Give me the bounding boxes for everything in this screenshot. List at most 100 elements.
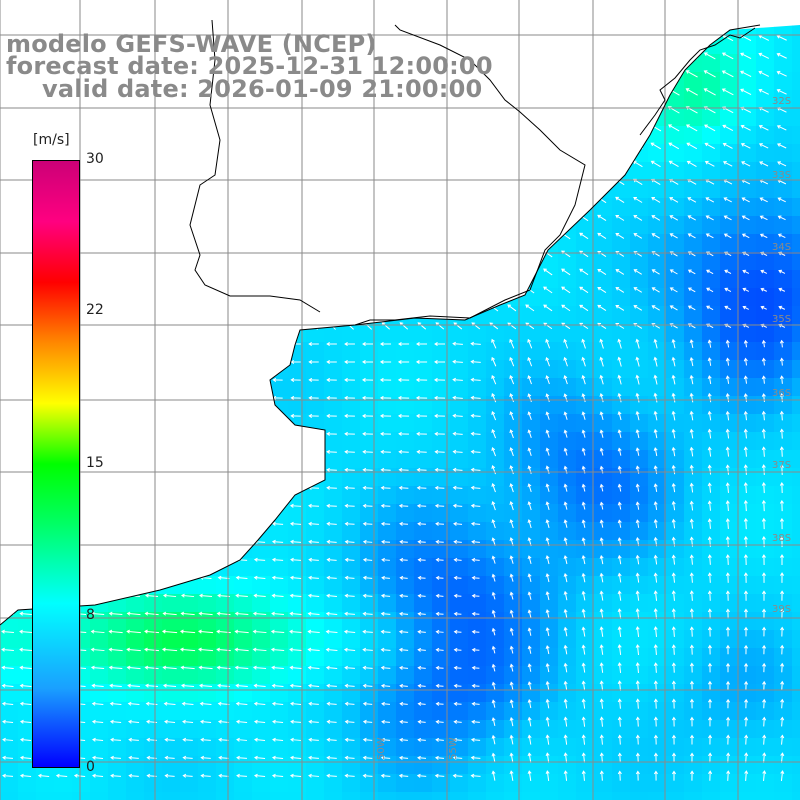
wind-arrow bbox=[671, 464, 676, 475]
wind-cell bbox=[630, 378, 649, 397]
wind-cell bbox=[18, 756, 37, 775]
wind-cell bbox=[558, 684, 577, 703]
wind-cell bbox=[432, 378, 451, 397]
wind-arrow bbox=[743, 393, 748, 403]
wind-arrow bbox=[435, 665, 444, 670]
wind-arrow bbox=[650, 160, 661, 168]
wind-arrow bbox=[668, 124, 680, 132]
wind-arrow bbox=[653, 626, 658, 638]
wind-cell bbox=[180, 648, 199, 667]
wind-cell bbox=[702, 594, 721, 613]
wind-cell bbox=[774, 432, 793, 451]
wind-arrow bbox=[509, 356, 515, 367]
wind-arrow bbox=[653, 572, 658, 583]
wind-arrow bbox=[491, 555, 496, 564]
wind-arrow bbox=[491, 338, 497, 349]
wind-arrow bbox=[452, 359, 463, 364]
wind-cell bbox=[288, 774, 307, 793]
wind-arrow bbox=[689, 374, 694, 385]
wind-cell bbox=[342, 540, 361, 559]
wind-arrow bbox=[685, 70, 698, 78]
wind-arrow bbox=[742, 287, 750, 292]
wind-arrow bbox=[689, 428, 694, 439]
wind-cell bbox=[738, 234, 757, 253]
wind-arrow bbox=[599, 590, 604, 601]
wind-arrow bbox=[743, 626, 749, 637]
wind-cell bbox=[792, 684, 800, 703]
wind-cell bbox=[450, 666, 469, 685]
wind-cell bbox=[684, 594, 703, 613]
wind-cell bbox=[396, 504, 415, 523]
wind-arrow bbox=[635, 590, 640, 601]
wind-arrow bbox=[491, 717, 496, 727]
wind-arrow bbox=[651, 269, 660, 275]
wind-cell bbox=[702, 648, 721, 667]
wind-cell bbox=[756, 90, 775, 109]
wind-cell bbox=[666, 180, 685, 199]
wind-cell bbox=[180, 756, 199, 775]
wind-arrow bbox=[726, 770, 731, 781]
wind-cell bbox=[108, 720, 127, 739]
wind-arrow bbox=[779, 517, 784, 530]
wind-cell bbox=[504, 486, 523, 505]
wind-arrow bbox=[92, 755, 104, 760]
wind-arrow bbox=[779, 339, 784, 348]
wind-arrow bbox=[326, 773, 337, 778]
wind-cell bbox=[432, 396, 451, 415]
wind-cell bbox=[738, 288, 757, 307]
wind-cell bbox=[648, 522, 667, 541]
wind-arrow bbox=[545, 501, 550, 510]
wind-cell bbox=[792, 36, 800, 55]
wind-arrow bbox=[325, 647, 338, 652]
wind-cell bbox=[630, 504, 649, 523]
wind-arrow bbox=[380, 773, 391, 778]
wind-arrow bbox=[453, 629, 462, 634]
wind-cell bbox=[792, 126, 800, 145]
wind-arrow bbox=[653, 392, 658, 403]
wind-cell bbox=[126, 612, 145, 631]
wind-arrow bbox=[253, 575, 266, 580]
wind-arrow bbox=[434, 773, 445, 778]
wind-cell bbox=[756, 342, 775, 361]
wind-cell bbox=[720, 270, 739, 289]
wind-arrow bbox=[253, 683, 266, 688]
wind-cell bbox=[270, 792, 289, 800]
wind-arrow bbox=[182, 737, 193, 742]
wind-arrow bbox=[417, 737, 426, 742]
wind-cell bbox=[612, 378, 631, 397]
wind-arrow bbox=[234, 629, 249, 634]
wind-cell bbox=[702, 162, 721, 181]
wind-cell bbox=[216, 720, 235, 739]
wind-arrow bbox=[163, 701, 176, 706]
wind-cell bbox=[126, 756, 145, 775]
wind-cell bbox=[450, 576, 469, 595]
wind-cell bbox=[486, 360, 505, 379]
wind-cell bbox=[756, 684, 775, 703]
wind-cell bbox=[756, 612, 775, 631]
wind-cell bbox=[684, 468, 703, 487]
wind-arrow bbox=[744, 662, 749, 673]
wind-cell bbox=[702, 324, 721, 343]
wind-arrow bbox=[581, 572, 586, 583]
wind-arrow bbox=[307, 629, 320, 634]
wind-arrow bbox=[545, 555, 550, 565]
wind-arrow bbox=[653, 752, 658, 763]
wind-arrow bbox=[471, 539, 480, 544]
wind-arrow bbox=[527, 356, 533, 367]
wind-arrow bbox=[417, 683, 426, 688]
wind-cell bbox=[666, 702, 685, 721]
wind-cell bbox=[180, 774, 199, 793]
wind-arrow bbox=[689, 572, 694, 583]
wind-cell bbox=[774, 54, 793, 73]
wind-arrow bbox=[563, 356, 568, 367]
wind-cell bbox=[738, 504, 757, 523]
wind-arrow bbox=[617, 501, 622, 510]
wind-arrow bbox=[435, 701, 444, 706]
wind-arrow bbox=[362, 701, 373, 706]
wind-arrow bbox=[182, 755, 193, 760]
wind-cell bbox=[792, 144, 800, 163]
wind-cell bbox=[630, 684, 649, 703]
wind-cell bbox=[306, 360, 325, 379]
wind-arrow bbox=[708, 752, 713, 763]
wind-arrow bbox=[452, 485, 463, 490]
